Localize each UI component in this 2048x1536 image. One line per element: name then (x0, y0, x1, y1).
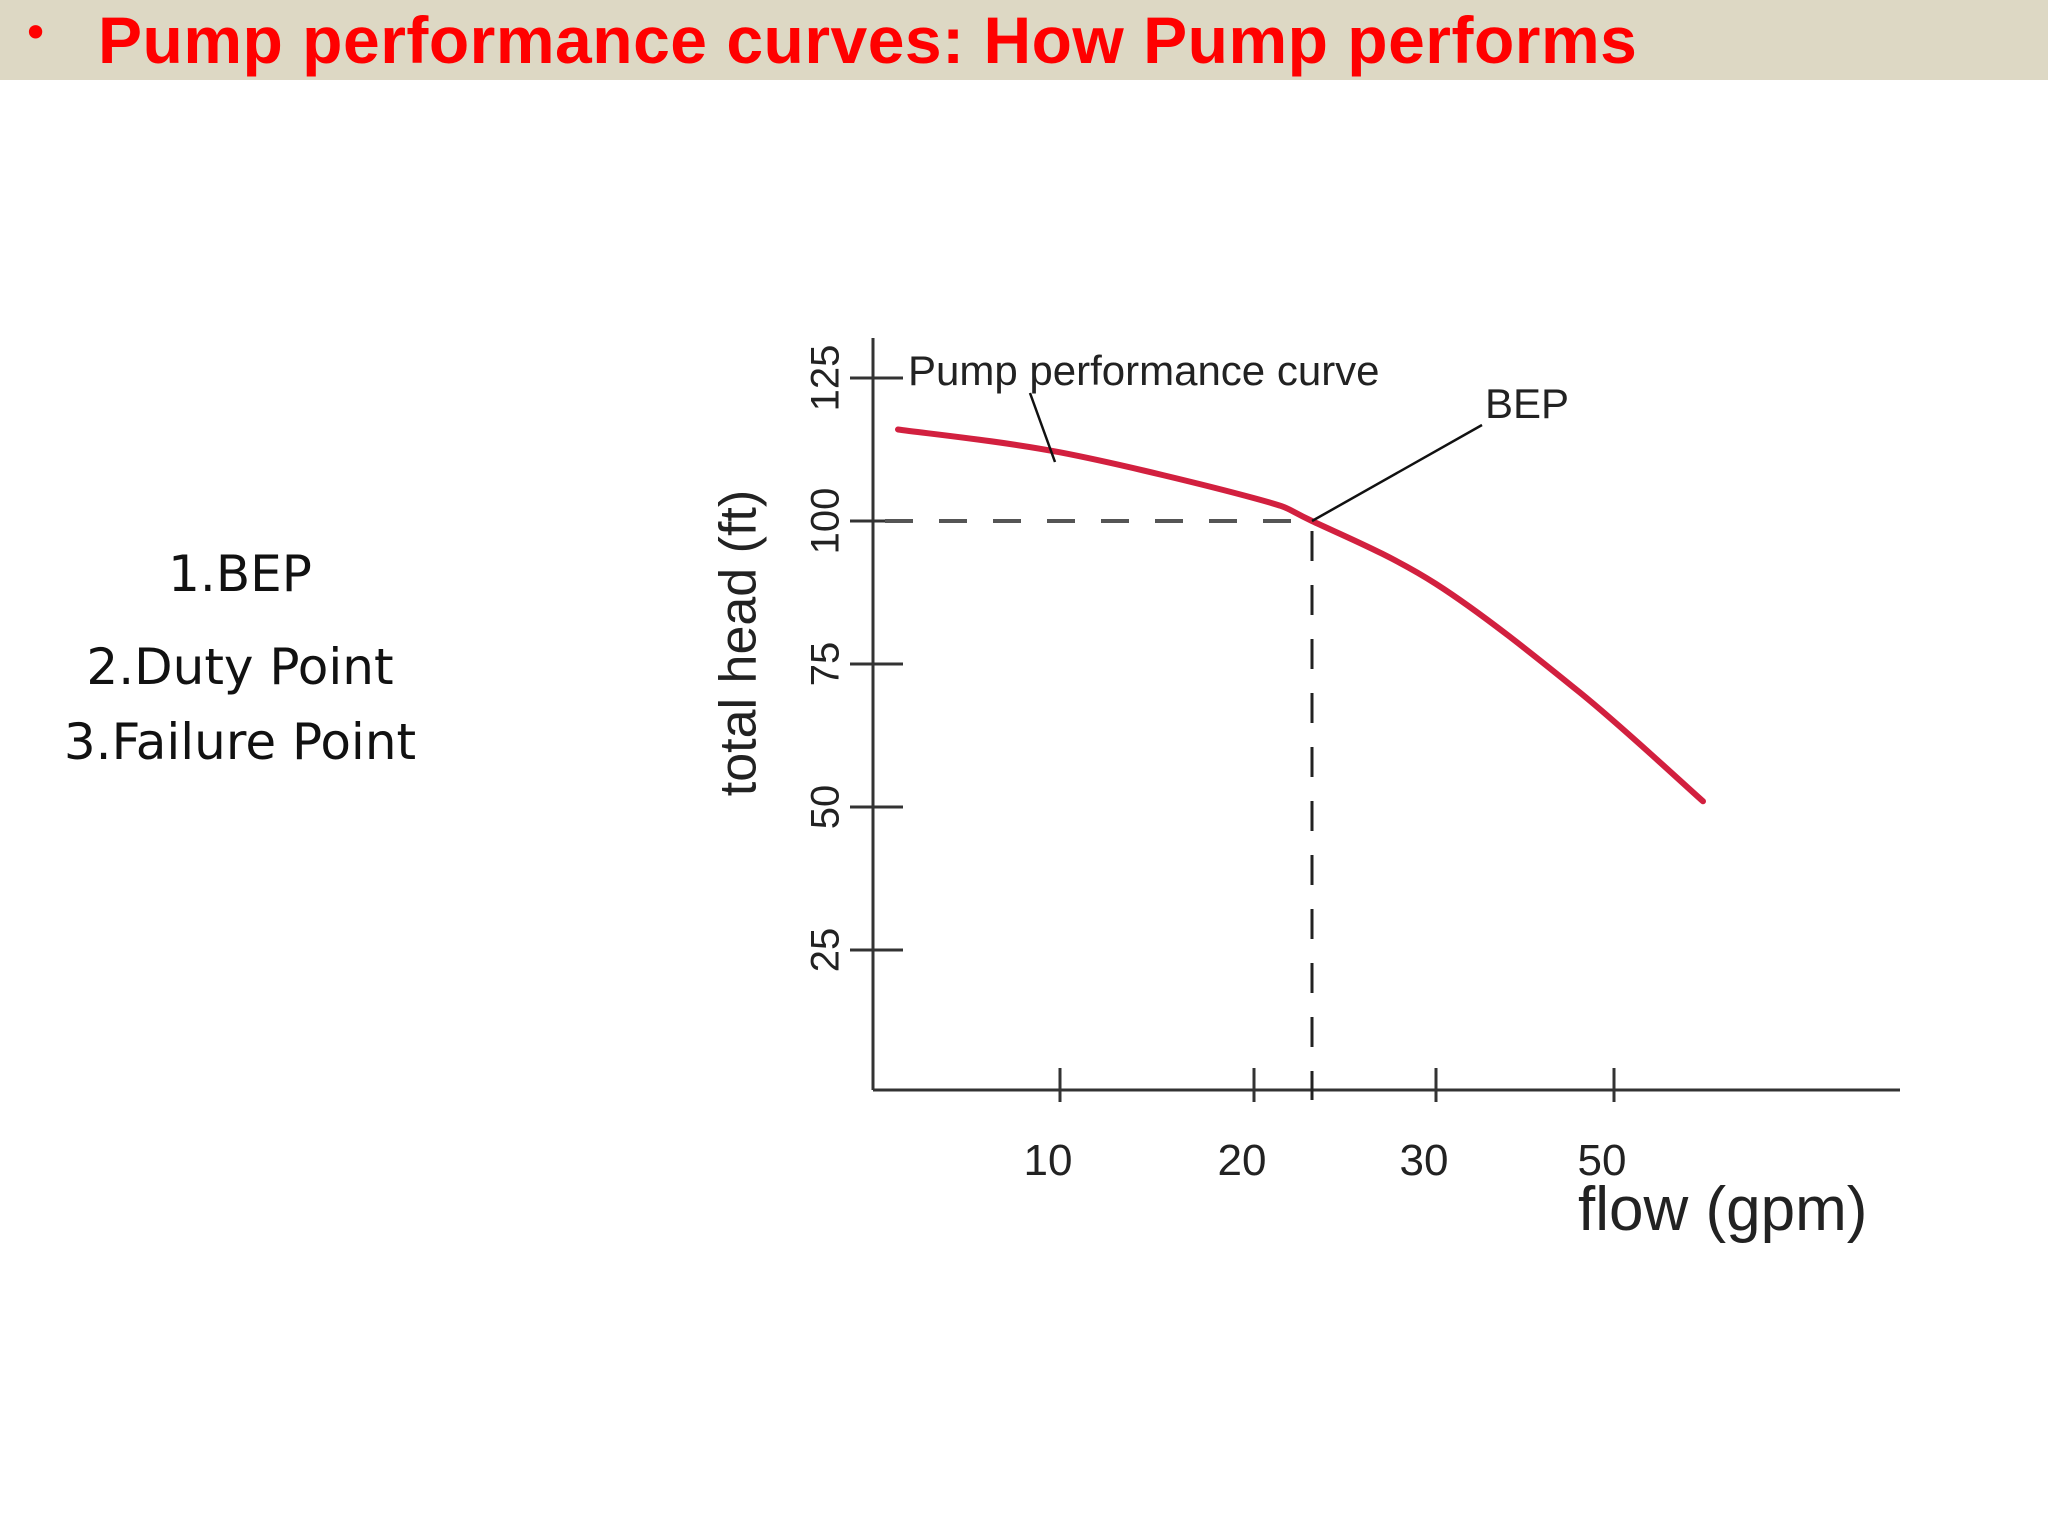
bep-label: BEP (1485, 380, 1569, 427)
point-item-bep: 1.BEP (168, 545, 312, 603)
y-tick-label: 50 (804, 785, 848, 830)
y-tick-label: 125 (804, 345, 848, 412)
series-label: Pump performance curve (908, 347, 1380, 394)
x-tick-label: 50 (1578, 1136, 1627, 1185)
slide-title: Pump performance curves: How Pump perfor… (98, 3, 1638, 77)
pump-performance-curve (895, 426, 1706, 805)
y-axis-label: total head (ft) (710, 490, 768, 796)
y-tick-label: 25 (804, 928, 848, 973)
x-axis-label: flow (gpm) (1578, 1175, 1867, 1244)
y-tick-label: 75 (804, 642, 848, 687)
curve-name-leader-line (1028, 392, 1057, 463)
point-item-duty-point: 2.Duty Point (86, 638, 394, 696)
title-bullet: • (22, 6, 50, 60)
x-tick-label: 20 (1218, 1136, 1267, 1185)
y-tick-label: 100 (804, 488, 848, 555)
bep-leader-line (1311, 423, 1483, 523)
x-tick-label: 10 (1024, 1136, 1073, 1185)
point-item-failure-point: 3.Failure Point (63, 713, 417, 771)
title-bar: • Pump performance curves: How Pump perf… (0, 0, 2048, 80)
x-tick-label: 30 (1400, 1136, 1449, 1185)
